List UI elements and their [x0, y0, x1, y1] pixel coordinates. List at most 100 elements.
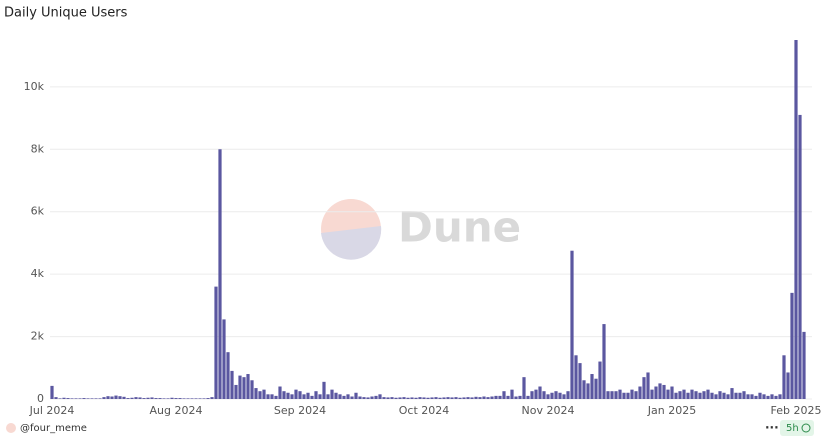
- bar: [678, 391, 682, 399]
- bar: [314, 391, 318, 399]
- bar: [78, 398, 82, 399]
- bar: [410, 397, 414, 399]
- bar: [330, 389, 334, 399]
- bar: [146, 397, 150, 399]
- bar: [510, 389, 514, 399]
- bar: [58, 398, 62, 399]
- bar: [562, 394, 566, 399]
- bar: [654, 386, 658, 399]
- bar: [214, 286, 218, 399]
- bar: [598, 361, 602, 399]
- bar: [318, 394, 322, 399]
- bar: [366, 397, 370, 399]
- bar: [70, 398, 74, 399]
- bar: [714, 394, 718, 399]
- bar: [662, 384, 666, 399]
- bar: [502, 391, 506, 399]
- bar: [402, 397, 406, 399]
- bar: [82, 398, 86, 399]
- bar: [690, 389, 694, 399]
- bar: [370, 396, 374, 399]
- bar: [282, 391, 286, 399]
- bar: [246, 374, 250, 399]
- bar: [634, 391, 638, 399]
- bar: [422, 397, 426, 399]
- bar: [550, 392, 554, 399]
- bar: [162, 398, 166, 399]
- bar: [642, 377, 646, 399]
- bar: [234, 384, 238, 399]
- bar: [546, 394, 550, 399]
- bar: [506, 395, 510, 399]
- bar: [186, 398, 190, 399]
- watermark-logo: [321, 199, 382, 260]
- bar: [570, 250, 574, 399]
- bar: [306, 392, 310, 399]
- bar: [798, 114, 802, 399]
- bar: [726, 394, 730, 399]
- bar: [554, 391, 558, 399]
- bar: [730, 388, 734, 399]
- bar: [650, 389, 654, 399]
- bar: [310, 395, 314, 399]
- bar: [786, 372, 790, 399]
- x-tick-label: Oct 2024: [399, 404, 450, 417]
- bar: [770, 394, 774, 399]
- bar: [238, 375, 242, 399]
- bar: [222, 319, 226, 399]
- bar: [350, 396, 354, 399]
- bar: [342, 395, 346, 399]
- bar: [322, 381, 326, 399]
- bar: [326, 394, 330, 399]
- status-icon: [801, 423, 811, 433]
- bar: [346, 394, 350, 399]
- bar: [486, 397, 490, 399]
- bar: [622, 392, 626, 399]
- bar: [190, 398, 194, 399]
- bar: [406, 397, 410, 399]
- x-tick-label: Aug 2024: [150, 404, 203, 417]
- bar: [434, 397, 438, 399]
- bar: [194, 398, 198, 399]
- bar: [462, 397, 466, 399]
- bar: [390, 397, 394, 399]
- bar: [530, 391, 534, 399]
- bar: [514, 396, 518, 399]
- bar: [762, 394, 766, 399]
- bar: [298, 391, 302, 399]
- author[interactable]: @four_meme: [20, 423, 87, 434]
- bar: [646, 372, 650, 399]
- bar: [170, 397, 174, 399]
- bar: [174, 398, 178, 399]
- bar: [254, 388, 258, 399]
- bar: [430, 397, 434, 399]
- bar: [466, 397, 470, 399]
- bar: [526, 395, 530, 399]
- bar: [338, 394, 342, 399]
- more-menu[interactable]: ···: [765, 421, 779, 435]
- bar: [438, 397, 442, 399]
- bar: [182, 398, 186, 399]
- bar: [274, 395, 278, 399]
- bar: [198, 398, 202, 399]
- bar: [258, 391, 262, 399]
- age: 5h: [786, 423, 799, 434]
- x-tick-label: Sep 2024: [274, 404, 326, 417]
- bar: [426, 397, 430, 399]
- bar: [354, 392, 358, 399]
- bar: [458, 397, 462, 399]
- bar: [534, 389, 538, 399]
- bar: [758, 392, 762, 399]
- bar: [638, 386, 642, 399]
- bar: [50, 385, 54, 399]
- bar: [138, 397, 142, 399]
- bar: [106, 396, 110, 399]
- bar: [702, 391, 706, 399]
- x-tick-label: Jul 2024: [29, 404, 75, 417]
- bar: [94, 398, 98, 399]
- bar: [538, 386, 542, 399]
- bar: [218, 149, 222, 399]
- bar: [98, 398, 102, 399]
- x-tick-label: Nov 2024: [522, 404, 575, 417]
- bar: [74, 398, 78, 399]
